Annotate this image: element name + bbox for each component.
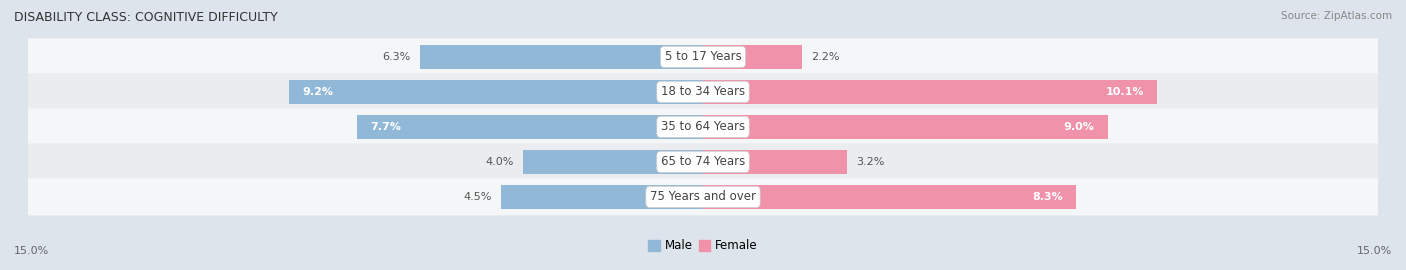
Text: 10.1%: 10.1% [1105, 87, 1144, 97]
Bar [703, 150, 846, 174]
Text: 7.7%: 7.7% [370, 122, 401, 132]
Bar [703, 80, 1157, 104]
Text: 65 to 74 Years: 65 to 74 Years [661, 156, 745, 168]
Text: 5 to 17 Years: 5 to 17 Years [665, 50, 741, 63]
FancyBboxPatch shape [25, 143, 1381, 180]
Text: 18 to 34 Years: 18 to 34 Years [661, 85, 745, 98]
Bar [703, 45, 801, 69]
Text: 9.0%: 9.0% [1063, 122, 1094, 132]
Text: 35 to 64 Years: 35 to 64 Years [661, 120, 745, 133]
Text: Source: ZipAtlas.com: Source: ZipAtlas.com [1281, 11, 1392, 21]
Text: 15.0%: 15.0% [14, 247, 49, 256]
Text: 15.0%: 15.0% [1357, 247, 1392, 256]
Text: 2.2%: 2.2% [811, 52, 839, 62]
Text: 3.2%: 3.2% [856, 157, 884, 167]
Text: 6.3%: 6.3% [382, 52, 411, 62]
Bar [357, 115, 703, 139]
Text: 8.3%: 8.3% [1032, 192, 1063, 202]
FancyBboxPatch shape [25, 108, 1381, 146]
Bar [501, 185, 703, 209]
Bar [703, 185, 1077, 209]
Bar [523, 150, 703, 174]
Text: 9.2%: 9.2% [302, 87, 333, 97]
FancyBboxPatch shape [25, 178, 1381, 215]
Text: 75 Years and over: 75 Years and over [650, 190, 756, 203]
Text: 4.0%: 4.0% [485, 157, 515, 167]
Text: 4.5%: 4.5% [463, 192, 492, 202]
Bar [290, 80, 703, 104]
Legend: Male, Female: Male, Female [644, 235, 762, 257]
FancyBboxPatch shape [25, 73, 1381, 110]
Bar [419, 45, 703, 69]
Text: DISABILITY CLASS: COGNITIVE DIFFICULTY: DISABILITY CLASS: COGNITIVE DIFFICULTY [14, 11, 278, 24]
Bar [703, 115, 1108, 139]
FancyBboxPatch shape [25, 38, 1381, 75]
